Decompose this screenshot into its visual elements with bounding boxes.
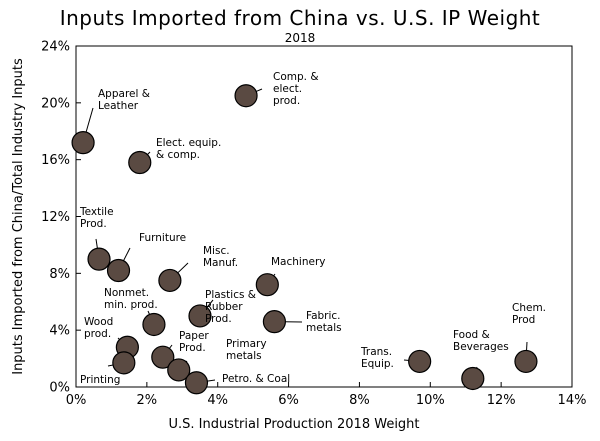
data-label-apparel: Apparel & Leather [98, 88, 150, 112]
data-point-chem [514, 349, 538, 374]
y-tick-label: 24% [41, 40, 70, 55]
data-label-primary-metals: Primary metals [226, 338, 267, 362]
x-tick-label: 2% [137, 393, 158, 408]
x-tick-label: 12% [487, 393, 516, 408]
y-tick-label: 16% [41, 153, 70, 168]
data-label-paper: Paper Prod. [179, 330, 209, 354]
data-point-comp-elect [234, 84, 258, 108]
data-label-petro-coal: Petro. & Coal [222, 373, 290, 385]
data-label-machinery: Machinery [271, 256, 325, 268]
y-tick-label: 20% [41, 96, 70, 111]
data-point-fabric-metals [262, 310, 286, 334]
data-point-textile [87, 247, 111, 271]
y-tick-label: 0% [49, 381, 70, 396]
data-label-wood: Wood prod. [84, 316, 113, 340]
x-tick-label: 10% [416, 393, 445, 408]
chart-title: Inputs Imported from China vs. U.S. IP W… [59, 6, 541, 30]
data-point-paper [151, 345, 175, 369]
x-tick-label: 8% [349, 393, 370, 408]
data-label-nonmet-min: Nonmet. min. prod. [104, 287, 158, 311]
data-label-comp-elect: Comp. & elect. prod. [273, 71, 319, 107]
y-tick-label: 4% [49, 324, 70, 339]
y-tick-label: 8% [49, 267, 70, 282]
data-label-chem: Chem. Prod [512, 302, 546, 326]
data-point-misc-manuf [158, 268, 182, 293]
data-label-furniture: Furniture [139, 232, 186, 244]
data-point-food-bev [461, 366, 485, 391]
data-label-plastics-rubber: Plastics & Rubber Prod. [205, 289, 256, 325]
y-tick-label: 12% [41, 210, 70, 225]
data-point-primary-metals [167, 358, 191, 382]
x-tick-label: 0% [66, 393, 87, 408]
data-label-food-bev: Food & Beverages [453, 329, 509, 353]
data-point-elect-equip [128, 150, 152, 175]
plot-frame [75, 45, 573, 388]
data-label-printing: Printing [80, 374, 120, 386]
data-point-machinery [255, 273, 279, 297]
data-label-fabric-metals: Fabric. metals [306, 310, 342, 334]
x-axis-title: U.S. Industrial Production 2018 Weight [168, 417, 419, 432]
data-point-petro-coal [184, 371, 209, 395]
x-tick-label: 14% [558, 393, 587, 408]
y-axis-title: Inputs Imported from China/Total Industr… [11, 58, 26, 375]
x-tick-label: 4% [207, 393, 228, 408]
data-point-nonmet-min [142, 312, 166, 337]
data-point-trans-equip [408, 349, 432, 374]
data-point-apparel [71, 131, 95, 155]
chart-subtitle: 2018 [284, 31, 316, 45]
data-label-textile: Textile Prod. [79, 206, 114, 230]
data-label-trans-equip: Trans. Equip. [360, 346, 394, 370]
x-tick-label: 6% [278, 393, 299, 408]
data-point-plastics-rubber [188, 304, 212, 328]
data-point-furniture [106, 258, 131, 283]
data-label-misc-manuf: Misc. Manuf. [203, 245, 238, 269]
data-point-printing [112, 351, 136, 375]
data-label-elect-equip: Elect. equip. & comp. [156, 137, 221, 161]
